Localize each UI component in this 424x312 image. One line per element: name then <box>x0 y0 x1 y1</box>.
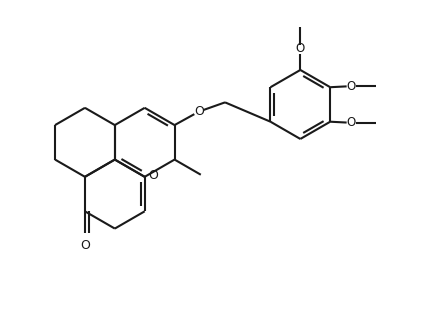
Text: O: O <box>347 80 356 93</box>
Text: O: O <box>148 169 158 183</box>
Text: O: O <box>296 42 305 56</box>
Text: O: O <box>80 239 90 252</box>
Text: O: O <box>194 105 204 118</box>
Text: O: O <box>347 116 356 129</box>
